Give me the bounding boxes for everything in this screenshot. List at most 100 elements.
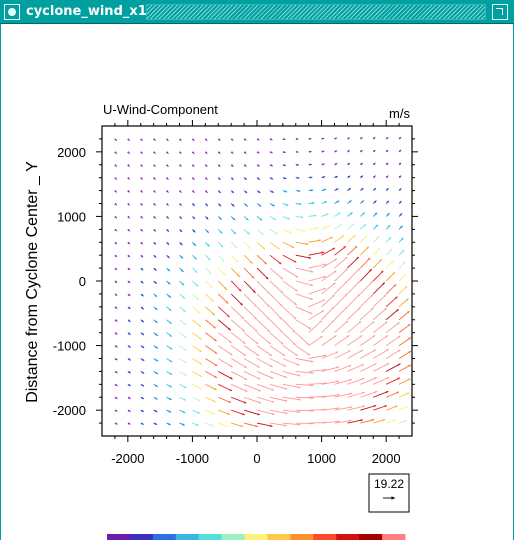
wind-vector-head — [349, 392, 353, 395]
wind-vector-head — [166, 242, 170, 245]
wind-vector-head — [309, 176, 313, 179]
wind-vector — [321, 420, 340, 424]
wind-vector-head — [165, 138, 169, 141]
wind-vector — [230, 332, 246, 345]
wind-vector-head — [357, 280, 360, 284]
wind-vector-head — [345, 268, 348, 272]
wind-vector — [360, 419, 375, 424]
wind-vector-head — [229, 377, 233, 380]
wind-vector-head — [114, 345, 118, 348]
wind-vector-head — [357, 293, 361, 297]
wind-vector — [372, 282, 386, 295]
wind-vector — [372, 294, 387, 308]
wind-vector — [243, 422, 259, 428]
wind-vector-head — [214, 351, 218, 354]
window-menu-dot — [8, 8, 16, 16]
wind-vector-head — [127, 267, 131, 271]
wind-vector-head — [178, 138, 182, 141]
wind-vector-head — [212, 412, 215, 415]
wind-vector-head — [270, 365, 273, 368]
wind-vector-head — [211, 299, 214, 302]
wind-vector-head — [219, 217, 222, 220]
wind-vector-head — [229, 388, 233, 391]
wind-vector-head — [182, 410, 186, 413]
wind-vector — [334, 379, 352, 385]
wind-vector — [308, 299, 326, 308]
wind-vector — [269, 370, 287, 379]
wind-vector-head — [231, 177, 234, 180]
wind-vector-head — [218, 190, 221, 193]
wind-vector-head — [114, 396, 118, 399]
wind-vector — [334, 306, 348, 321]
wind-vector-head — [321, 310, 325, 313]
wind-vector-head — [114, 254, 117, 258]
wind-vector — [243, 345, 260, 357]
wind-vector — [218, 383, 233, 392]
wind-vector — [347, 391, 365, 398]
wind-vector-head — [230, 164, 234, 167]
wind-vector-head — [169, 347, 173, 350]
wind-vector-head — [127, 215, 130, 219]
title-bar-drag-area[interactable] — [146, 4, 486, 20]
wind-vector-head — [141, 371, 145, 374]
wind-vector-head — [218, 203, 222, 207]
wind-vector — [230, 383, 248, 392]
wind-vector-head — [284, 190, 288, 193]
wind-vector-head — [323, 188, 326, 191]
wind-vector — [282, 422, 301, 426]
wind-vector-head — [371, 419, 375, 422]
wind-vector-head — [386, 363, 390, 366]
wind-vector — [217, 319, 231, 331]
wind-vector-head — [256, 138, 260, 141]
wind-vector — [256, 293, 270, 308]
wind-vector-head — [382, 282, 385, 285]
wind-vector-head — [280, 304, 283, 307]
wind-vector-head — [219, 231, 223, 234]
colorbar-segment — [129, 534, 154, 540]
wind-vector-head — [360, 150, 363, 153]
colorbar-segment — [290, 534, 314, 540]
wind-vector-head — [386, 200, 389, 204]
wind-vector-head — [336, 366, 340, 369]
wind-vector — [385, 377, 401, 385]
wind-vector — [231, 396, 247, 404]
window-maximize-icon[interactable] — [492, 4, 508, 20]
wind-vector-head — [293, 260, 297, 263]
wind-vector-head — [283, 364, 287, 367]
wind-vector-head — [347, 137, 350, 140]
wind-vector-head — [258, 204, 262, 207]
wind-vector — [321, 319, 335, 333]
wind-vector — [256, 358, 274, 368]
wind-vector — [373, 348, 389, 359]
wind-vector-head — [363, 224, 366, 227]
wind-vector — [295, 358, 314, 363]
wind-vector — [282, 409, 301, 413]
wind-vector-head — [114, 177, 117, 180]
title-bar[interactable]: cyclone_wind_x11 — [0, 0, 514, 24]
window-menu-icon[interactable] — [4, 4, 20, 20]
wind-vector-head — [383, 294, 387, 298]
wind-vector-head — [369, 269, 372, 272]
wind-vector-head — [323, 263, 327, 266]
wind-vector-head — [210, 285, 213, 289]
wind-vector — [282, 396, 301, 401]
wind-vector-head — [348, 350, 351, 353]
wind-vector — [243, 267, 255, 279]
wind-vector-head — [360, 419, 363, 422]
wind-vector-head — [199, 349, 202, 353]
wind-vector-head — [280, 342, 284, 345]
wind-vector — [321, 282, 336, 295]
wind-vector — [347, 280, 361, 295]
wind-vector — [398, 323, 411, 334]
wind-vector — [295, 345, 311, 356]
wind-vector-head — [283, 176, 287, 180]
wind-vector-head — [207, 244, 210, 247]
wind-vector-head — [398, 188, 402, 191]
wind-vector-head — [220, 244, 224, 248]
wind-vector — [269, 306, 283, 321]
wind-vector — [243, 358, 260, 368]
wind-vector-head — [114, 422, 118, 425]
wind-vector-head — [284, 424, 287, 427]
x-tick-label: 2000 — [372, 451, 401, 466]
wind-vector-head — [127, 280, 131, 284]
